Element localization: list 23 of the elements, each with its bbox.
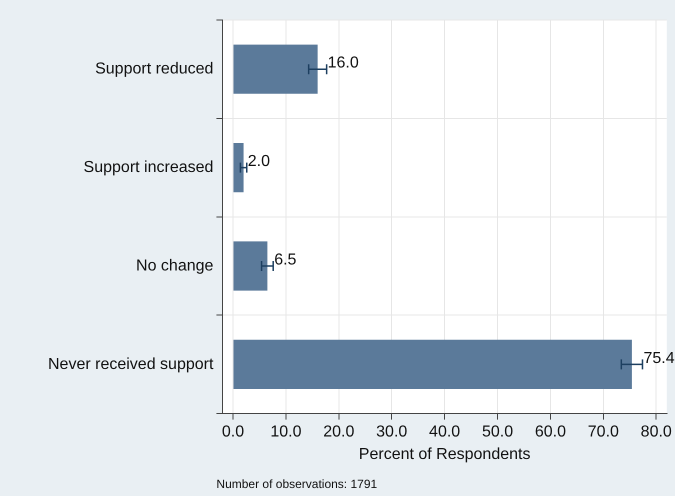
x-tick-label: 20.0 bbox=[323, 424, 354, 441]
x-tick-label: 50.0 bbox=[482, 424, 514, 441]
y-tick-label: Never received support bbox=[48, 356, 214, 373]
x-tick-label: 80.0 bbox=[640, 424, 672, 441]
y-tick-label: No change bbox=[136, 257, 214, 274]
x-tick-label: 30.0 bbox=[376, 424, 408, 441]
text: Number of observations: 1791 bbox=[216, 477, 378, 491]
y-tick-label: Support increased bbox=[84, 159, 214, 176]
data-label: 2.0 bbox=[248, 153, 270, 170]
y-tick-label: Support reduced bbox=[95, 60, 214, 78]
bar bbox=[233, 44, 318, 94]
bar bbox=[233, 340, 632, 389]
x-tick-label: 70.0 bbox=[588, 424, 620, 441]
data-label: 16.0 bbox=[328, 54, 359, 72]
x-tick-label: 60.0 bbox=[534, 424, 566, 441]
bar bbox=[233, 241, 268, 291]
x-tick-label: 40.0 bbox=[429, 424, 460, 441]
x-tick-label: 0.0 bbox=[222, 424, 244, 441]
data-label: 6.5 bbox=[274, 251, 297, 268]
x-axis-title: Percent of Respondents bbox=[358, 446, 530, 463]
data-label: 75.4 bbox=[643, 350, 675, 367]
bar bbox=[233, 143, 244, 192]
x-tick-label: 10.0 bbox=[270, 424, 302, 441]
